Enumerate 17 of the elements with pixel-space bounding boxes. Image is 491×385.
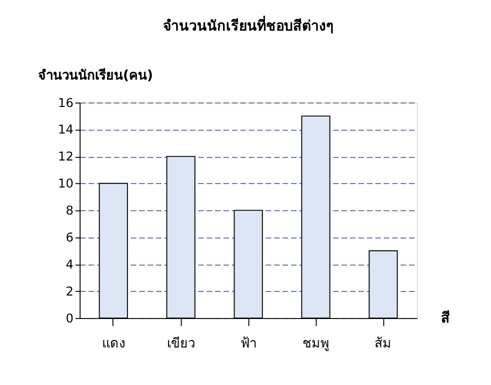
chart-title: จำนวนนักเรียนที่ชอบสีต่างๆ (162, 15, 334, 34)
y-tick-label: 0 (66, 311, 74, 326)
y-tick-label: 16 (58, 96, 74, 110)
x-tick-label: ชมพู (302, 336, 330, 352)
y-tick-label: 14 (58, 122, 74, 137)
x-tick-label: ส้ม (374, 336, 392, 352)
y-tick-label: 12 (58, 150, 74, 164)
y-tick-label: 2 (66, 284, 74, 298)
y-axis-title: จำนวนนักเรียน(คน) (38, 68, 153, 84)
y-tick-label: 8 (66, 204, 74, 218)
x-axis-title: สี (440, 310, 450, 326)
y-tick-label: 4 (66, 257, 74, 272)
y-tick-label: 6 (66, 230, 74, 244)
x-tick-label: ฟ้า (240, 336, 256, 352)
x-tick-label: แดง (102, 336, 125, 352)
x-tick-label: เขียว (166, 336, 195, 352)
y-tick-label: 10 (58, 176, 74, 191)
